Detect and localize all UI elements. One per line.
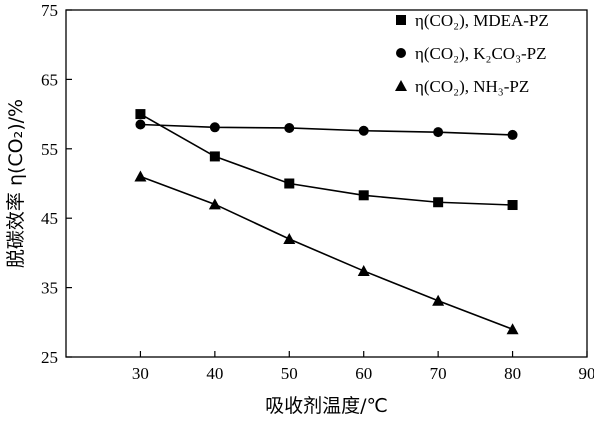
data-point-square — [507, 200, 518, 211]
series-triangle — [134, 170, 519, 335]
series-square — [135, 109, 518, 211]
y-tick-label: 45 — [41, 209, 58, 228]
data-point-square — [209, 151, 220, 162]
x-tick-label: 50 — [281, 364, 298, 383]
data-point-square — [284, 178, 295, 189]
data-point-circle — [284, 122, 295, 133]
legend-label: η(CO₂), MDEA-PZ — [415, 11, 549, 30]
data-point-square — [135, 109, 146, 120]
series-layer — [134, 109, 519, 335]
y-tick-label: 35 — [41, 279, 58, 298]
y-tick-label: 65 — [41, 70, 58, 89]
series-line — [140, 113, 513, 206]
legend-label: η(CO₂), K₂CO₃-PZ — [415, 44, 547, 63]
series-line — [140, 175, 513, 330]
data-point-circle — [433, 127, 444, 138]
x-tick-label: 40 — [206, 364, 223, 383]
data-point-circle — [358, 125, 369, 136]
y-tick-label: 75 — [41, 1, 58, 20]
x-tick-label: 80 — [504, 364, 521, 383]
x-tick-label: 70 — [430, 364, 447, 383]
data-point-triangle — [134, 170, 147, 182]
x-tick-label: 30 — [132, 364, 149, 383]
series-line — [140, 123, 513, 136]
data-point-square — [358, 190, 369, 201]
plot-border — [65, 9, 588, 358]
x-tick-label: 60 — [355, 364, 372, 383]
series-circle — [135, 119, 518, 140]
x-axis: 30 40 50 60 70 80 90 — [132, 351, 594, 383]
plot-frame — [65, 9, 588, 358]
data-point-circle — [507, 129, 518, 140]
data-point-triangle — [432, 294, 445, 306]
y-tick-label: 55 — [41, 140, 58, 159]
data-point-square — [433, 197, 444, 208]
legend-marker-square — [396, 15, 406, 25]
legend-label: η(CO₂), NH₃-PZ — [415, 77, 529, 96]
data-point-triangle — [357, 264, 370, 276]
data-point-triangle — [208, 198, 221, 210]
legend-marker-triangle — [395, 80, 407, 91]
data-point-circle — [135, 119, 146, 130]
x-axis-title: 吸收剂温度/℃ — [265, 395, 388, 417]
legend-marker-circle — [396, 48, 406, 58]
legend: η(CO₂), MDEA-PZ η(CO₂), K₂CO₃-PZ η(CO₂), N… — [395, 11, 549, 96]
data-point-triangle — [506, 323, 519, 335]
data-point-triangle — [283, 233, 296, 245]
x-tick-label: 90 — [579, 364, 594, 383]
y-axis-title: 脱碳效率 η(CO₂)/% — [5, 99, 27, 268]
y-tick-label: 25 — [41, 348, 58, 367]
y-axis: 25 35 45 55 65 75 — [41, 1, 72, 367]
data-point-circle — [209, 122, 220, 133]
